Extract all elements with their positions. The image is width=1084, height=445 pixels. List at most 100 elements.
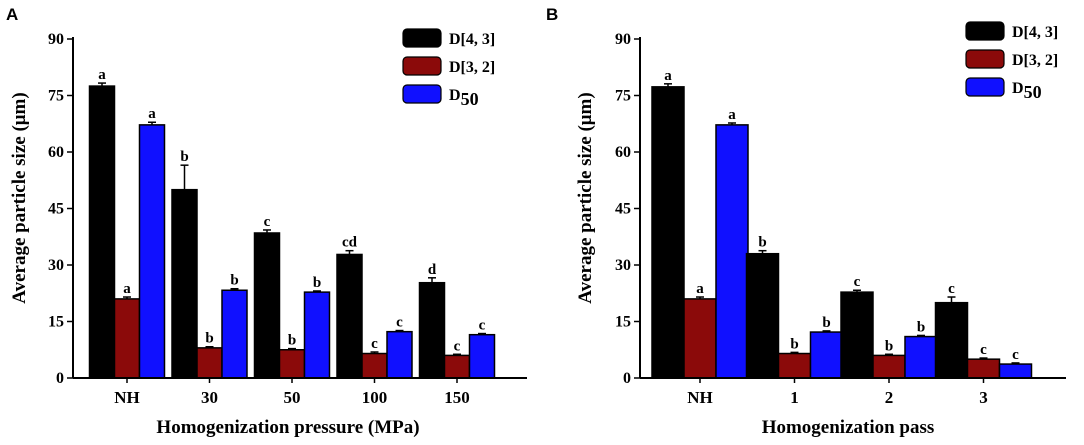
x-tick-label: 1 bbox=[790, 388, 799, 407]
y-tick-label: 60 bbox=[48, 144, 64, 161]
bar-d43-nh bbox=[651, 86, 685, 379]
significance-letter: b bbox=[885, 338, 893, 354]
legend-label: D[4, 3] bbox=[1012, 24, 1058, 41]
legend-swatch bbox=[402, 28, 442, 48]
bar-d50-nh bbox=[138, 124, 166, 379]
legend-label: D[3, 2] bbox=[449, 59, 495, 76]
significance-letter: b bbox=[790, 336, 798, 352]
y-tick-label: 90 bbox=[48, 31, 64, 48]
bar-d50-100 bbox=[386, 330, 413, 379]
significance-letter: a bbox=[696, 281, 704, 297]
y-tick-label: 60 bbox=[615, 144, 631, 161]
significance-letter: c bbox=[479, 318, 486, 334]
y-tick-label: 30 bbox=[615, 257, 631, 274]
bar-d50-nh bbox=[715, 124, 749, 379]
bar-d43-100 bbox=[336, 253, 363, 379]
significance-letter: b bbox=[288, 333, 296, 349]
panel-a-y-axis-title: Average particle size (μm) bbox=[9, 92, 30, 303]
bar-d50-30 bbox=[221, 289, 248, 379]
y-tick-label: 30 bbox=[48, 257, 64, 274]
legend-swatch bbox=[402, 84, 442, 104]
significance-letter: c bbox=[264, 214, 271, 230]
legend-swatch bbox=[402, 56, 442, 76]
bar-d32-2 bbox=[872, 354, 906, 379]
y-tick-label: 0 bbox=[56, 370, 64, 387]
bar-d32-nh bbox=[683, 298, 717, 379]
significance-letter: a bbox=[98, 67, 106, 83]
significance-letter: a bbox=[664, 68, 672, 84]
significance-letter: c bbox=[1012, 347, 1019, 363]
y-tick-label: 45 bbox=[48, 201, 64, 218]
bar-d32-150 bbox=[443, 354, 471, 379]
bar-d50-1 bbox=[809, 331, 844, 379]
bar-d43-nh bbox=[88, 85, 116, 379]
panel-b-label: B bbox=[546, 5, 558, 24]
legend-label: D50 bbox=[1012, 80, 1042, 102]
legend-label: D[3, 2] bbox=[1012, 52, 1058, 69]
legend-swatch bbox=[965, 77, 1005, 97]
significance-letter: b bbox=[205, 331, 213, 347]
panel-a-legend: D[4, 3] D[3, 2] D50 bbox=[402, 28, 495, 109]
panel-b-x-axis-title: Homogenization pass bbox=[762, 417, 935, 438]
legend-label: D50 bbox=[449, 87, 479, 109]
y-tick-label: 90 bbox=[615, 31, 631, 48]
significance-letter: c bbox=[980, 342, 987, 358]
y-tick-label: 15 bbox=[615, 314, 631, 331]
legend-swatch bbox=[965, 49, 1005, 69]
bar-d32-3 bbox=[966, 358, 1001, 379]
significance-letter: cd bbox=[342, 235, 358, 251]
significance-letter: b bbox=[230, 273, 238, 289]
bar-d43-30 bbox=[171, 188, 198, 379]
bar-d32-nh bbox=[113, 298, 141, 379]
bar-d43-50 bbox=[253, 232, 281, 379]
significance-letter: a bbox=[123, 281, 131, 297]
significance-letter: b bbox=[758, 235, 766, 251]
y-tick-label: 75 bbox=[615, 88, 631, 105]
x-tick-label: 30 bbox=[201, 388, 218, 407]
panel-a-label: A bbox=[6, 5, 18, 24]
y-tick-label: 45 bbox=[615, 201, 631, 218]
significance-letter: b bbox=[313, 275, 321, 291]
significance-letter: d bbox=[428, 262, 437, 278]
x-tick-label: 3 bbox=[979, 388, 988, 407]
bar-d43-150 bbox=[418, 281, 446, 379]
significance-letter: c bbox=[371, 336, 378, 352]
bar-d32-100 bbox=[361, 352, 388, 379]
significance-letter: c bbox=[854, 274, 861, 290]
bar-d43-2 bbox=[840, 291, 874, 379]
bar-d50-2 bbox=[904, 335, 938, 379]
x-tick-label: NH bbox=[114, 388, 140, 407]
legend-swatch bbox=[965, 21, 1005, 41]
x-tick-label: NH bbox=[687, 388, 713, 407]
significance-letter: a bbox=[148, 106, 156, 122]
panel-b: B Average particle size (μm) Homogenizat… bbox=[546, 5, 1066, 438]
significance-letter: b bbox=[917, 319, 925, 335]
x-tick-label: 100 bbox=[362, 388, 388, 407]
bar-d32-1 bbox=[777, 352, 812, 379]
x-tick-label: 50 bbox=[284, 388, 301, 407]
bar-d50-150 bbox=[468, 333, 496, 379]
significance-letter: c bbox=[454, 338, 461, 354]
panel-a: A Average particle size (μm) Homogenizat… bbox=[6, 5, 527, 438]
significance-letter: c bbox=[948, 281, 955, 297]
panel-b-bars: a a a b b b c b b c c c bbox=[651, 68, 1033, 379]
significance-letter: a bbox=[728, 107, 736, 123]
bar-d50-50 bbox=[303, 291, 331, 379]
bar-d32-30 bbox=[196, 347, 223, 379]
bar-d43-1 bbox=[745, 252, 780, 379]
y-tick-label: 15 bbox=[48, 314, 64, 331]
significance-letter: b bbox=[822, 315, 830, 331]
significance-letter: b bbox=[180, 149, 188, 165]
y-tick-label: 0 bbox=[623, 370, 631, 387]
x-tick-label: 150 bbox=[444, 388, 470, 407]
significance-letter: c bbox=[396, 315, 403, 331]
x-tick-label: 2 bbox=[885, 388, 894, 407]
panel-b-legend: D[4, 3] D[3, 2] D50 bbox=[965, 21, 1058, 102]
bar-d32-50 bbox=[278, 349, 306, 379]
panel-b-y-axis-title: Average particle size (μm) bbox=[575, 92, 596, 303]
panel-a-x-axis-title: Homogenization pressure (MPa) bbox=[156, 417, 419, 438]
legend-label: D[4, 3] bbox=[449, 31, 495, 48]
